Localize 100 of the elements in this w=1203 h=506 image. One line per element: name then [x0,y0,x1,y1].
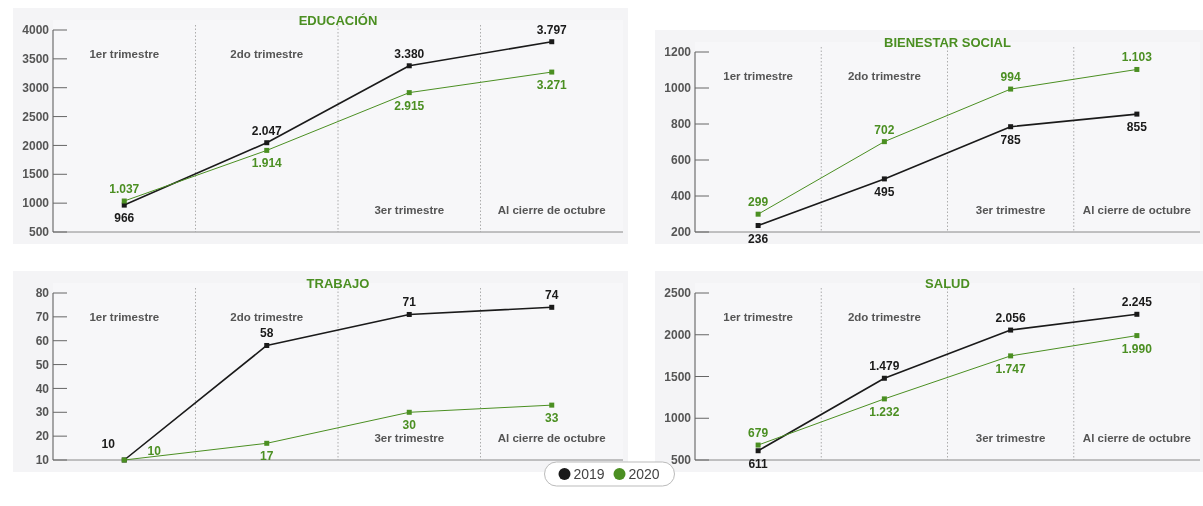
x-tick-label: 1er trimestre [723,311,793,323]
data-label: 1.914 [251,156,283,171]
y-tick-label: 3000 [22,80,50,95]
x-tick-label: Al cierre de octubre [1082,204,1191,216]
point [1008,86,1014,92]
y-tick-label: 2500 [664,286,692,301]
point [549,304,555,310]
y-tick-label: 400 [670,189,692,204]
y-tick-label: 2000 [664,327,692,342]
data-label: 679 [748,426,769,441]
x-tick-label: 1er trimestre [89,48,160,60]
x-tick-label: 2do trimestre [847,311,921,323]
y-tick-label: 1500 [22,167,50,182]
y-tick-label: 600 [670,153,692,168]
data-label: 1.747 [995,361,1026,376]
point [755,223,761,229]
point [549,39,555,45]
point [406,90,412,96]
data-label: 994 [1000,70,1021,85]
data-label: 1.990 [1121,341,1153,356]
chart-title: TRABAJO [306,276,370,291]
x-tick-label: 3er trimestre [975,432,1046,444]
data-label: 236 [748,231,769,246]
data-label: 1.103 [1121,50,1153,65]
point [1134,66,1140,72]
legend-label: 2019 [573,465,605,482]
y-tick-label: 500 [670,453,692,468]
data-label: 17 [260,449,274,464]
data-label: 966 [114,211,135,226]
data-label: 30 [402,418,417,433]
y-tick-label: 200 [670,225,692,240]
point [406,409,412,415]
x-tick-label: 3er trimestre [374,432,445,444]
data-label: 1.037 [109,182,140,197]
point [881,375,887,381]
y-tick-label: 80 [35,286,50,301]
point [549,69,555,75]
x-tick-label: 2do trimestre [230,48,304,60]
point [1008,353,1014,359]
y-tick-label: 1500 [664,369,692,384]
data-label: 495 [874,184,895,199]
y-tick-label: 2500 [22,109,50,124]
point [881,176,887,182]
data-label: 855 [1126,120,1148,135]
y-tick-label: 20 [35,429,50,444]
data-label: 2.915 [394,98,425,113]
point [406,63,412,69]
point [881,139,887,145]
data-label: 1.479 [869,359,900,374]
x-tick-label: 3er trimestre [374,204,445,216]
y-tick-label: 800 [670,117,692,132]
y-tick-label: 1000 [22,196,50,211]
point [1008,124,1014,130]
point [406,311,412,317]
y-tick-label: 10 [35,453,50,468]
point [1008,327,1014,333]
x-tick-label: Al cierre de octubre [497,432,606,444]
y-tick-label: 50 [35,357,50,372]
data-label: 1.232 [869,404,900,419]
data-label: 2.245 [1121,295,1153,310]
y-tick-label: 3500 [22,52,50,67]
y-tick-label: 70 [35,310,50,325]
data-label: 611 [748,456,769,471]
point [264,147,270,153]
x-tick-label: 1er trimestre [723,70,793,82]
legend-label: 2020 [628,465,660,482]
data-label: 58 [260,326,274,341]
y-tick-label: 4000 [22,23,50,38]
data-label: 785 [1000,132,1021,147]
point [755,448,761,454]
x-tick-label: 2do trimestre [230,311,304,323]
x-tick-label: Al cierre de octubre [1082,432,1191,444]
point [755,211,761,217]
y-tick-label: 1200 [664,45,692,60]
point [121,198,127,204]
point [1134,111,1140,117]
chart-title: BIENESTAR SOCIAL [884,35,1011,50]
data-label: 299 [748,195,769,210]
y-tick-label: 500 [28,225,50,240]
data-label: 3.271 [536,78,568,93]
x-tick-label: 2do trimestre [847,70,921,82]
point [264,440,270,446]
point [1134,333,1140,339]
data-label: 702 [874,122,895,137]
y-tick-label: 2000 [22,138,50,153]
x-tick-label: 1er trimestre [89,311,160,323]
point [549,402,555,408]
data-label: 3.797 [536,22,568,37]
data-label: 3.380 [394,46,425,61]
data-label: 74 [545,288,559,303]
point [1134,311,1140,317]
data-label: 71 [402,295,417,310]
data-label: 33 [545,411,559,426]
y-tick-label: 60 [35,333,50,348]
y-tick-label: 1000 [664,411,692,426]
y-tick-label: 1000 [664,81,692,96]
point [264,140,270,146]
y-tick-label: 40 [35,381,50,396]
chart-title: EDUCACIÓN [298,13,378,28]
x-tick-label: 3er trimestre [975,204,1046,216]
